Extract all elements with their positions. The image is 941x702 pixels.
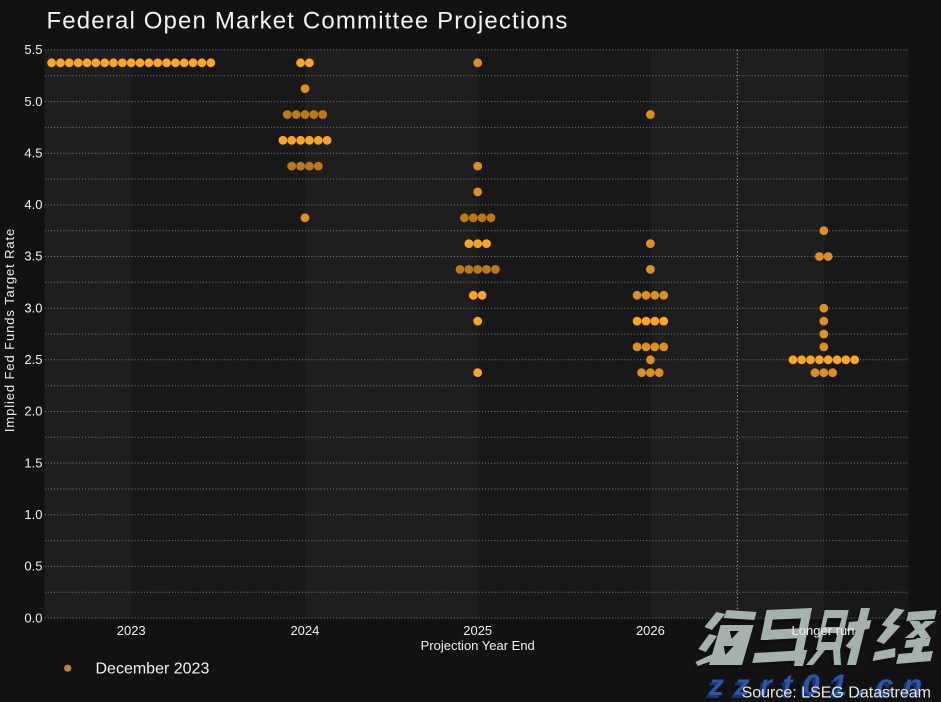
svg-text:Federal Open Market Committee: Federal Open Market Committee Projection… [47, 8, 569, 35]
svg-text:Source: LSEG Datastream: Source: LSEG Datastream [742, 685, 931, 702]
svg-text:4.0: 4.0 [24, 197, 42, 212]
svg-text:Projection Year End: Projection Year End [421, 638, 535, 653]
svg-text:5.5: 5.5 [24, 42, 42, 57]
svg-text:2025: 2025 [463, 623, 492, 638]
svg-text:Longer run: Longer run [792, 623, 855, 638]
svg-text:zzrt01.cn: zzrt01.cn [705, 672, 930, 702]
svg-text:Implied Fed Funds Target Rate: Implied Fed Funds Target Rate [2, 228, 17, 432]
svg-text:December 2023: December 2023 [96, 661, 210, 678]
svg-text:1.0: 1.0 [24, 507, 42, 522]
svg-text:2023: 2023 [117, 623, 146, 638]
svg-text:4.5: 4.5 [24, 145, 42, 160]
svg-text:1.5: 1.5 [24, 455, 42, 470]
svg-text:0.0: 0.0 [24, 610, 42, 625]
svg-text:2024: 2024 [290, 623, 319, 638]
svg-text:2026: 2026 [636, 623, 665, 638]
svg-text:zzrt01.cn: zzrt01.cn [708, 669, 933, 702]
svg-text:5.0: 5.0 [24, 94, 42, 109]
svg-text:3.5: 3.5 [24, 249, 42, 264]
svg-text:2.0: 2.0 [24, 404, 42, 419]
svg-text:0.5: 0.5 [24, 559, 42, 574]
svg-text:3.0: 3.0 [24, 300, 42, 315]
svg-text:2.5: 2.5 [24, 352, 42, 367]
